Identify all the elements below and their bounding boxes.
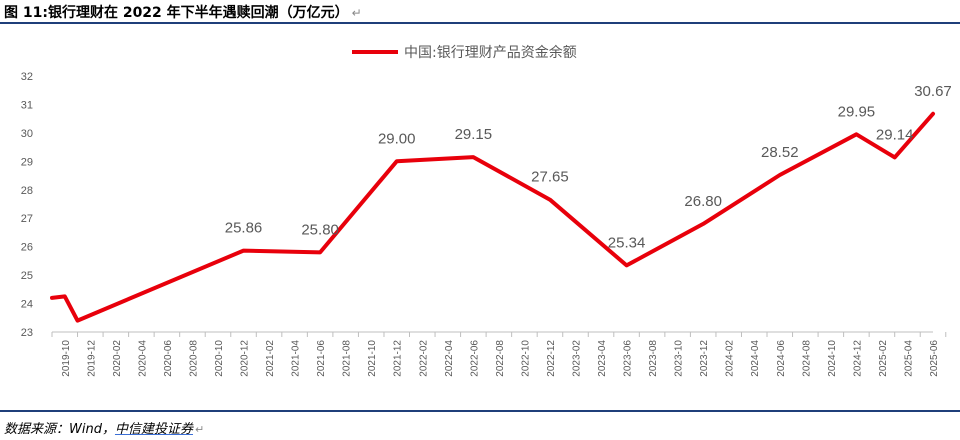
y-tick-label: 31 [21, 99, 33, 111]
source-brand: 中信建投证券 [114, 422, 193, 437]
chart-legend: 中国:银行理财产品资金余额 [352, 42, 577, 62]
x-tick-label: 2024-04 [750, 340, 761, 377]
x-tick-label: 2020-06 [163, 340, 174, 377]
y-tick-label: 24 [21, 299, 33, 311]
x-tick-label: 2023-04 [597, 340, 608, 377]
x-tick-label: 2022-04 [444, 340, 455, 377]
x-tick-label: 2023-08 [648, 340, 659, 377]
caption-text: 图 11:银行理财在 2022 年下半年遇赎回潮（万亿元） [4, 5, 349, 21]
x-tick-label: 2019-10 [61, 340, 72, 377]
x-tick-label: 2020-10 [214, 340, 225, 377]
data-label: 29.00 [378, 130, 416, 147]
x-tick-label: 2022-06 [469, 340, 480, 377]
data-label: 30.67 [914, 83, 952, 100]
x-tick-label: 2020-08 [188, 340, 199, 377]
x-tick-label: 2021-10 [367, 340, 378, 377]
x-tick-label: 2023-02 [571, 340, 582, 377]
figure-caption: 图 11:银行理财在 2022 年下半年遇赎回潮（万亿元） ↵ [4, 2, 362, 22]
data-label: 26.80 [684, 193, 722, 210]
data-label: 28.52 [761, 144, 799, 161]
data-label: 29.95 [838, 103, 876, 120]
y-tick-label: 23 [21, 327, 33, 339]
x-tick-label: 2021-02 [265, 340, 276, 377]
x-tick-label: 2022-02 [418, 340, 429, 377]
x-tick-label: 2020-12 [240, 340, 251, 377]
x-tick-label: 2021-06 [316, 340, 327, 377]
paragraph-mark-icon: ↵ [194, 423, 205, 436]
x-tick-label: 2021-12 [393, 340, 404, 377]
y-tick-label: 25 [21, 270, 33, 282]
x-tick-label: 2024-06 [776, 340, 787, 377]
x-tick-label: 2024-02 [725, 340, 736, 377]
x-tick-label: 2024-12 [852, 340, 863, 377]
x-tick-label: 2022-12 [546, 340, 557, 377]
data-label: 29.14 [876, 126, 914, 143]
bottom-rule [0, 410, 960, 412]
x-tick-label: 2023-10 [674, 340, 685, 377]
series-line [50, 111, 935, 323]
y-tick-label: 28 [21, 185, 33, 197]
source-note: 数据来源：Wind，中信建投证券 ↵ [4, 418, 204, 437]
data-label: 25.86 [225, 220, 263, 237]
y-tick-label: 29 [21, 156, 33, 168]
legend-label: 中国:银行理财产品资金余额 [404, 45, 577, 61]
y-tick-label: 32 [21, 71, 33, 83]
x-tick-label: 2025-02 [878, 340, 889, 377]
y-tick-label: 26 [21, 242, 33, 254]
legend-swatch [352, 50, 398, 54]
source-prefix: 数据来源：Wind， [4, 422, 115, 437]
x-tick-label: 2019-12 [86, 340, 97, 377]
x-tick-label: 2024-10 [827, 340, 838, 377]
x-tick-label: 2022-08 [495, 340, 506, 377]
x-tick-label: 2022-10 [520, 340, 531, 377]
x-tick-label: 2021-08 [342, 340, 353, 377]
x-tick-label: 2023-12 [699, 340, 710, 377]
x-tick-label: 2023-06 [623, 340, 634, 377]
x-tick-label: 2025-04 [903, 340, 914, 377]
y-tick-label: 27 [21, 213, 33, 225]
data-label: 25.80 [301, 221, 339, 238]
top-rule [0, 22, 960, 24]
line-chart: 23 24 25 26 27 28 29 30 31 32 2019-10 2019-12 2020-0… [21, 71, 952, 377]
data-label: 25.34 [608, 234, 646, 251]
x-tick-label: 2024-08 [801, 340, 812, 377]
x-tick-label: 2021-04 [291, 340, 302, 377]
x-tick-label: 2020-02 [112, 340, 123, 377]
paragraph-mark-icon: ↵ [351, 6, 362, 20]
data-label: 27.65 [531, 169, 569, 186]
data-label: 29.15 [455, 126, 493, 143]
x-tick-label: 2025-06 [929, 340, 940, 377]
x-tick-label: 2020-04 [137, 340, 148, 377]
y-tick-label: 30 [21, 128, 33, 140]
